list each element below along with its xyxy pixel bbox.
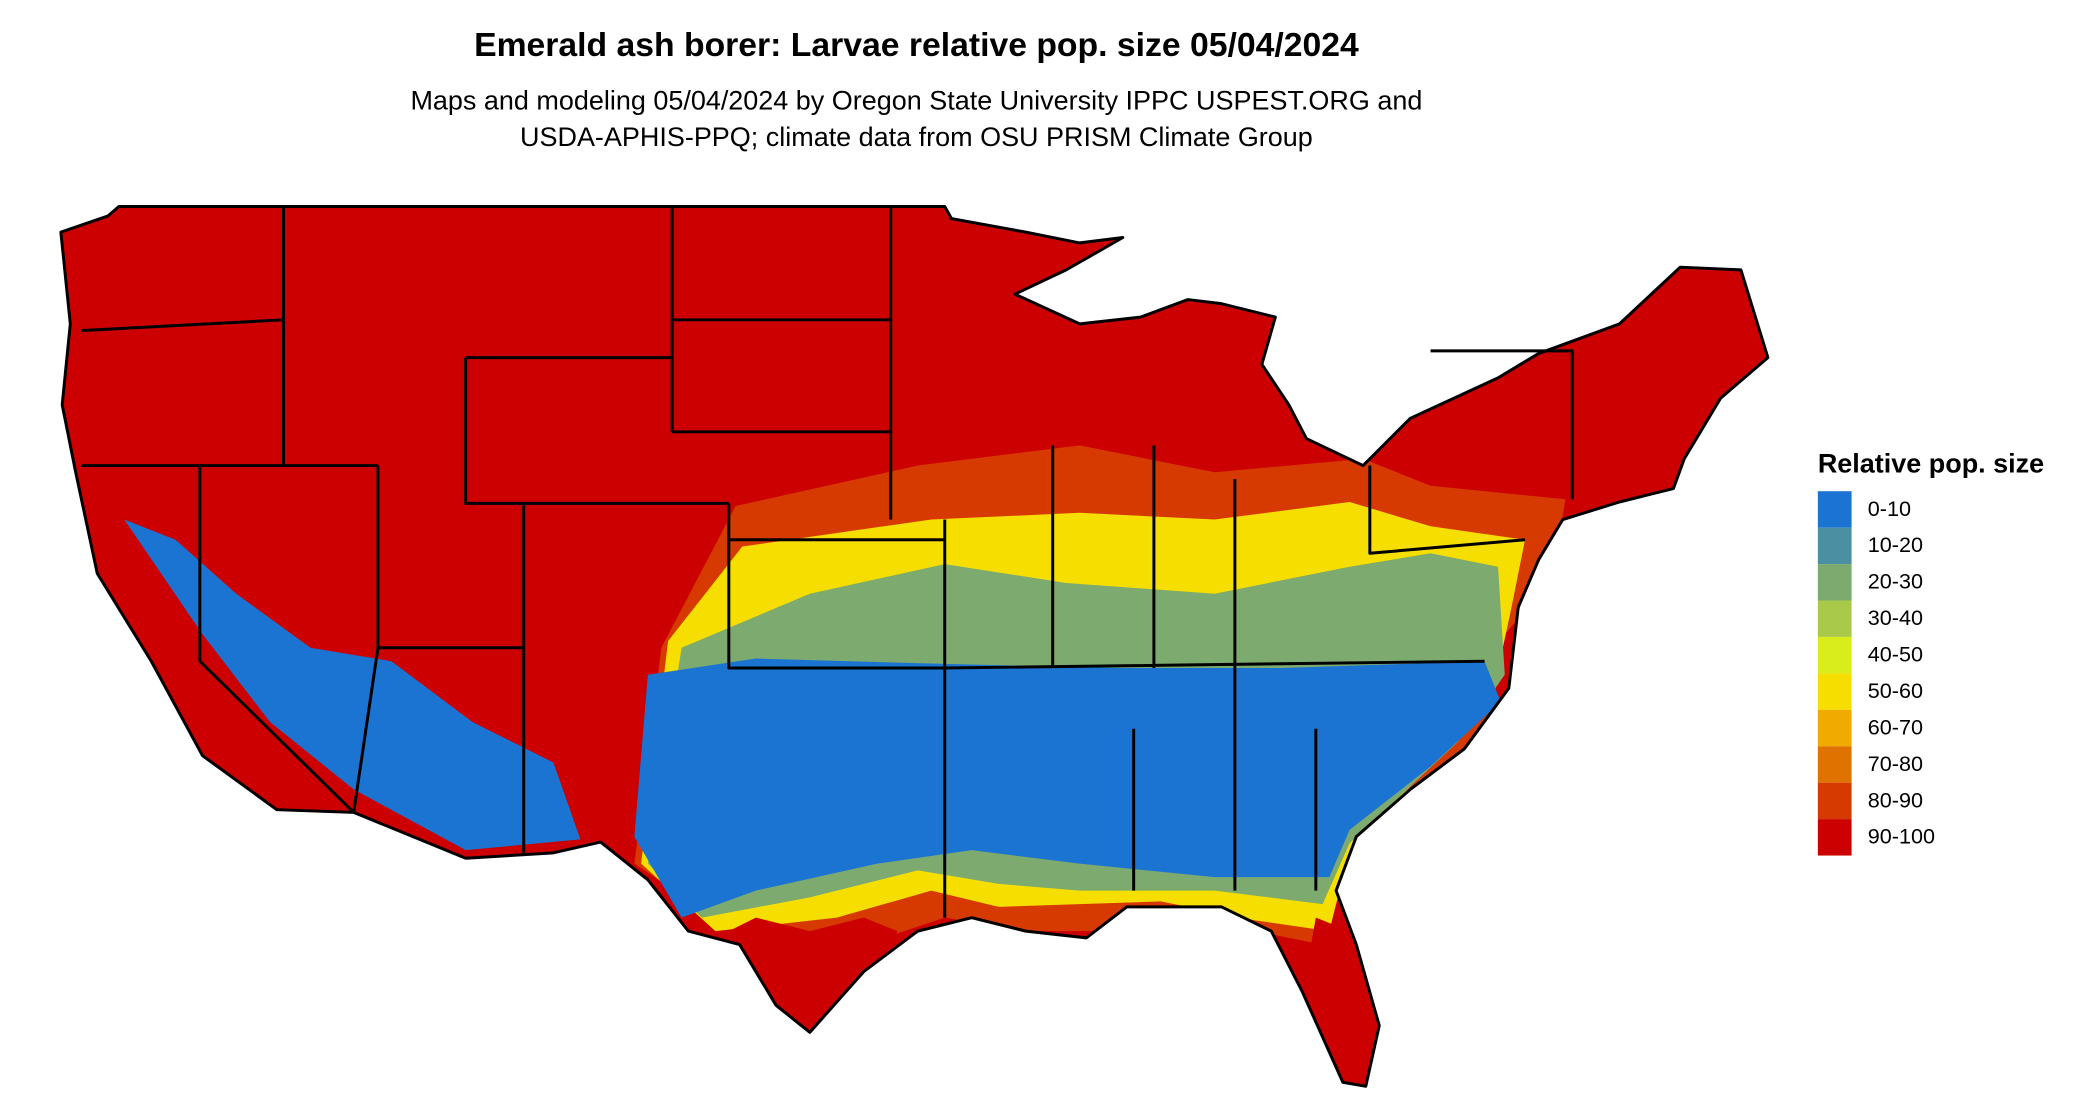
- legend-swatch: [1817, 491, 1852, 528]
- map-zone: [1302, 917, 1377, 1087]
- legend-label: 30-40: [1868, 605, 1923, 630]
- legend-swatch: [1817, 819, 1852, 856]
- legend-swatch: [1817, 564, 1852, 601]
- legend-swatch: [1817, 527, 1852, 565]
- map-title: Emerald ash borer: Larvae relative pop. …: [474, 26, 1359, 64]
- legend-label: 20-30: [1868, 569, 1923, 594]
- legend-label: 60-70: [1868, 714, 1923, 739]
- legend-swatch: [1817, 673, 1852, 710]
- legend-label: 50-60: [1868, 678, 1923, 703]
- legend-label: 10-20: [1868, 532, 1923, 557]
- legend-swatch: [1817, 709, 1852, 747]
- legend-label: 40-50: [1868, 642, 1923, 667]
- country-border: [59, 204, 1770, 1088]
- legend-swatch: [1817, 636, 1852, 674]
- legend-label: 70-80: [1868, 751, 1923, 776]
- map-zone: [124, 519, 581, 851]
- legend-swatch: [1817, 746, 1852, 783]
- map-subtitle: USDA-APHIS-PPQ; climate data from OSU PR…: [520, 122, 1313, 152]
- legend-swatch: [1817, 600, 1852, 637]
- legend: Relative pop. size 0-10 10-20 20-30 30-40 40-…: [1817, 448, 2044, 856]
- state-borders: [59, 204, 1770, 1088]
- map-zone: [701, 917, 898, 1040]
- map-zone: [634, 658, 1501, 918]
- map-subtitle: Maps and modeling 05/04/2024 by Oregon S…: [410, 86, 1422, 116]
- legend-label: 0-10: [1868, 496, 1911, 521]
- map-surface: [60, 206, 1768, 1087]
- legend-label: 80-90: [1868, 787, 1923, 812]
- legend-swatch: [1817, 782, 1852, 820]
- state-border: [81, 206, 1574, 918]
- legend-label: 90-100: [1868, 824, 1935, 849]
- legend-title: Relative pop. size: [1818, 448, 2044, 478]
